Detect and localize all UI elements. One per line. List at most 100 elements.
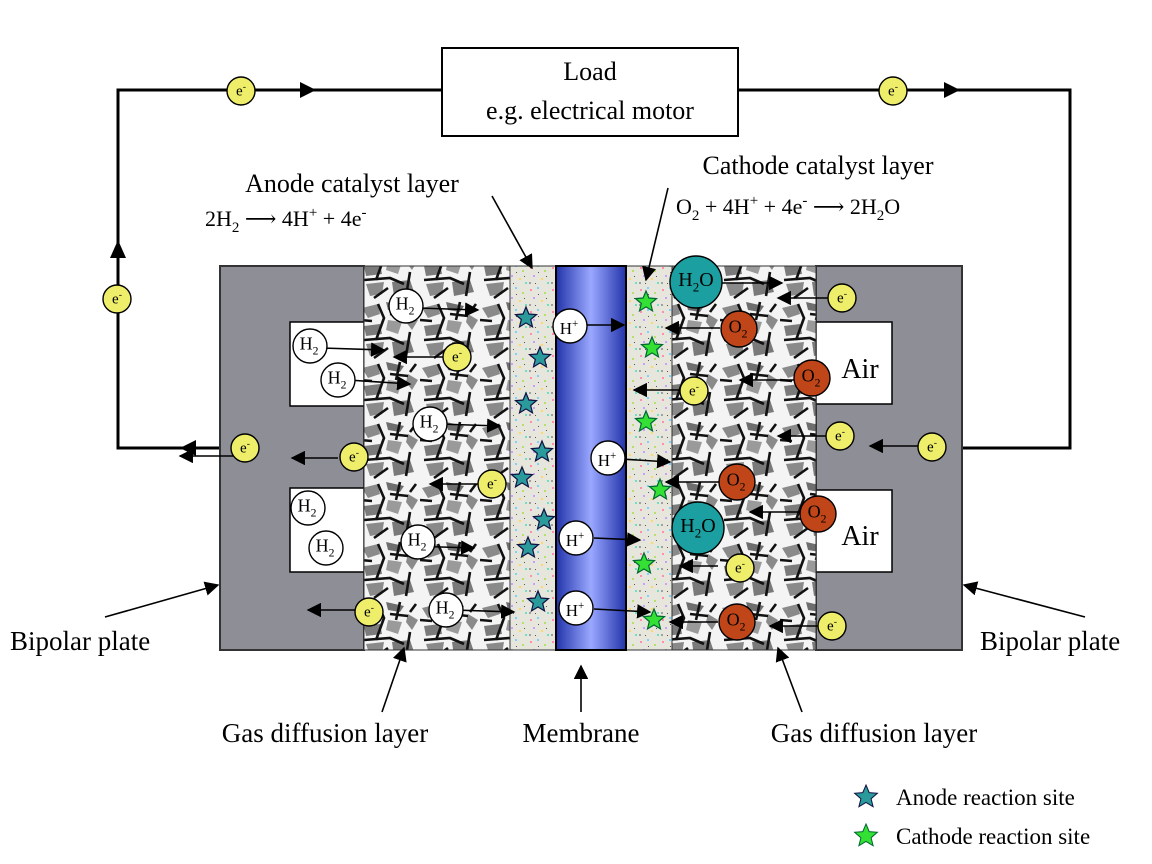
electron-marker: [878, 76, 908, 106]
gas-diffusion-layer-label-right: Gas diffusion layer: [771, 718, 977, 748]
svg-text:H+: H+: [566, 600, 585, 620]
air-label-bottom: Air: [841, 521, 879, 552]
electron-marker: [354, 597, 384, 627]
gas-diffusion-layer-label-left: Gas diffusion layer: [222, 718, 428, 748]
legend-anode-label: Anode reaction site: [896, 785, 1075, 810]
svg-text:e-: e-: [837, 288, 847, 306]
load-title: Load: [563, 57, 616, 86]
flow-arrow: [437, 418, 502, 433]
anode-reaction-site-icon: [509, 465, 535, 489]
svg-text:H2: H2: [420, 411, 439, 435]
svg-text:O2: O2: [727, 469, 746, 493]
electron-marker: [477, 469, 507, 499]
proton-marker: [558, 590, 594, 626]
hydrogen-molecule-marker: [428, 592, 464, 628]
gas-diffusion-layer-left: [363, 265, 511, 651]
svg-text:H2: H2: [298, 495, 317, 519]
legend-cathode-label: Cathode reaction site: [896, 824, 1090, 849]
membrane-label: Membrane: [523, 718, 640, 748]
electron-marker: [102, 284, 132, 314]
anode-reaction-site-icon: [513, 391, 539, 415]
anode-catalyst-pointer: [491, 195, 533, 270]
circuit-arrow: [180, 440, 196, 456]
hydrogen-molecule-marker: [292, 328, 328, 364]
oxygen-molecule-marker: [718, 463, 756, 501]
legend-cathode-star-icon: [853, 822, 879, 847]
anode-reaction-site-icon: [527, 345, 553, 369]
anode-reaction-site-icon: [525, 589, 551, 613]
svg-text:e-: e-: [927, 437, 937, 455]
electron-marker: [442, 342, 472, 372]
bipolar-plate-pointer-left: [104, 581, 220, 618]
legend-anode-star-icon: [853, 783, 879, 808]
svg-text:O2: O2: [808, 501, 827, 525]
svg-text:e-: e-: [888, 81, 898, 99]
oxygen-molecule-marker: [799, 495, 837, 533]
svg-text:H2: H2: [436, 597, 455, 621]
water-molecule-marker: [669, 255, 723, 309]
cathode-reaction: O2 + 4H+ + 4e- ⟶ 2H2O: [676, 193, 900, 224]
electron-marker: [725, 553, 755, 583]
cathode-reaction-site-icon: [647, 477, 673, 501]
bipolar-plate-pointer-right: [962, 581, 1086, 618]
species-markers: e-e-e-e-e-e-e-e-e-e-e-e-e-e- H2 H2 H2 H2 H2 H2…: [102, 76, 947, 641]
cathode-reaction-site-icon: [633, 289, 659, 313]
electron-marker: [917, 432, 947, 462]
hydrogen-molecule-marker: [308, 530, 344, 566]
svg-text:e-: e-: [689, 381, 699, 399]
hydrogen-molecule-marker: [320, 362, 356, 398]
hydrogen-molecule-marker: [388, 288, 424, 324]
svg-text:e-: e-: [364, 602, 374, 620]
cathode-reaction-site-icon: [631, 551, 657, 575]
external-circuit-left-wire: [116, 88, 442, 450]
cathode-reaction-site-icon: [641, 607, 667, 631]
anode-reaction: 2H2 ⟶ 4H+ + 4e-: [205, 205, 366, 236]
air-label-top: Air: [841, 354, 879, 385]
svg-text:H2: H2: [328, 367, 347, 391]
cathode-catalyst-pointer: [642, 187, 669, 282]
svg-text:H+: H+: [560, 318, 579, 338]
flow-arrow: [593, 532, 642, 547]
water-molecule-marker: [671, 501, 725, 555]
cathode-catalyst-label: Cathode catalyst layer: [702, 151, 933, 180]
svg-text:e-: e-: [487, 474, 497, 492]
anode-reaction-site-icon: [531, 507, 557, 531]
anode-catalyst-layer: [509, 265, 557, 651]
svg-text:e-: e-: [735, 558, 745, 576]
oxygen-molecule-marker: [793, 359, 831, 397]
svg-text:e-: e-: [452, 347, 462, 365]
cathode-reaction-site-icon: [633, 409, 659, 433]
legend: Anode reaction site Cathode reaction sit…: [853, 783, 1090, 849]
cathode-reaction-site-icon: [639, 335, 665, 359]
electron-marker: [339, 442, 369, 472]
svg-text:H2: H2: [396, 293, 415, 317]
electron-marker: [226, 76, 256, 106]
svg-text:H2O: H2O: [678, 269, 713, 295]
flow-arrow: [347, 375, 412, 391]
circuit-arrow: [944, 82, 960, 98]
hydrogen-molecule-marker: [290, 490, 326, 526]
load-box: [441, 47, 739, 137]
svg-text:e-: e-: [349, 447, 359, 465]
anode-reaction-site-icon: [513, 305, 539, 329]
bipolar-plate-label-right: Bipolar plate: [980, 626, 1120, 656]
load-subtitle: e.g. electrical motor: [486, 96, 694, 125]
electron-marker: [825, 421, 855, 451]
svg-text:O2: O2: [729, 316, 748, 340]
oxygen-molecule-marker: [720, 310, 758, 348]
svg-text:H+: H+: [566, 530, 585, 550]
svg-text:e-: e-: [236, 81, 246, 99]
svg-text:O2: O2: [802, 365, 821, 389]
electron-marker: [817, 611, 847, 641]
flow-arrow: [321, 342, 386, 357]
electron-marker: [679, 376, 709, 406]
anode-catalyst-label: Anode catalyst layer: [245, 169, 459, 198]
svg-text:H2: H2: [300, 333, 319, 357]
proton-marker: [558, 520, 594, 556]
svg-text:H2O: H2O: [680, 515, 715, 541]
anode-reaction-site-icon: [529, 439, 555, 463]
svg-text:O2: O2: [727, 609, 746, 633]
electron-marker: [827, 283, 857, 313]
circuit-arrow: [110, 240, 126, 258]
